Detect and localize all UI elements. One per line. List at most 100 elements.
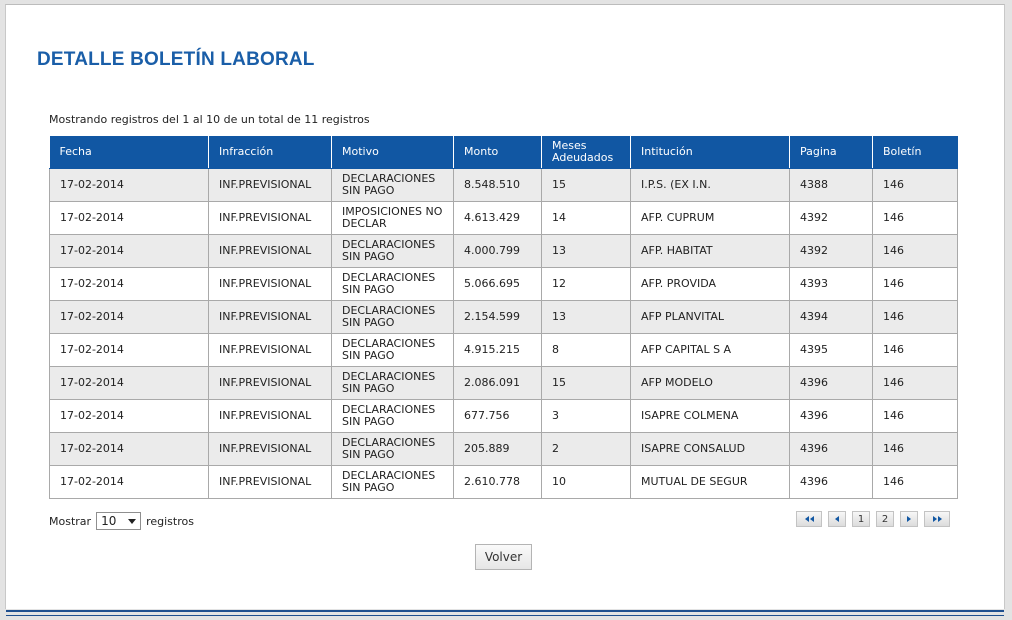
cell-boletin: 146 <box>872 366 958 400</box>
cell-monto: 205.889 <box>453 432 542 466</box>
table-row: 17-02-2014 INF.PREVISIONAL IMPOSICIONES NO… <box>49 201 958 235</box>
cell-motivo: DECLARACIONES SIN PAGO <box>331 366 454 400</box>
cell-fecha: 17-02-2014 <box>49 168 209 202</box>
cell-institucion: AFP. PROVIDA <box>630 267 790 301</box>
page-button-2[interactable]: 2 <box>876 511 894 527</box>
cell-boletin: 146 <box>872 333 958 367</box>
cell-motivo: DECLARACIONES SIN PAGO <box>331 399 454 433</box>
column-header-institucion[interactable]: Intitución <box>630 136 790 169</box>
cell-fecha: 17-02-2014 <box>49 333 209 367</box>
column-header-motivo[interactable]: Motivo <box>331 136 454 169</box>
cell-fecha: 17-02-2014 <box>49 465 209 499</box>
last-page-button[interactable] <box>924 511 950 527</box>
cell-boletin: 146 <box>872 234 958 268</box>
cell-fecha: 17-02-2014 <box>49 432 209 466</box>
footer-divider <box>6 610 1004 616</box>
cell-infraccion: INF.PREVISIONAL <box>208 399 332 433</box>
cell-pagina: 4396 <box>789 465 873 499</box>
cell-fecha: 17-02-2014 <box>49 267 209 301</box>
cell-infraccion: INF.PREVISIONAL <box>208 366 332 400</box>
cell-meses: 12 <box>541 267 631 301</box>
cell-infraccion: INF.PREVISIONAL <box>208 465 332 499</box>
first-page-button[interactable] <box>796 511 822 527</box>
cell-institucion: AFP MODELO <box>630 366 790 400</box>
cell-motivo: IMPOSICIONES NO DECLAR <box>331 201 454 235</box>
cell-pagina: 4396 <box>789 399 873 433</box>
next-page-button[interactable] <box>900 511 918 527</box>
cell-pagina: 4395 <box>789 333 873 367</box>
back-button[interactable]: Volver <box>475 544 532 570</box>
cell-institucion: MUTUAL DE SEGUR <box>630 465 790 499</box>
cell-fecha: 17-02-2014 <box>49 201 209 235</box>
cell-boletin: 146 <box>872 465 958 499</box>
previous-page-button[interactable] <box>828 511 846 527</box>
column-header-boletin[interactable]: Boletín <box>872 136 958 169</box>
cell-motivo: DECLARACIONES SIN PAGO <box>331 432 454 466</box>
cell-boletin: 146 <box>872 267 958 301</box>
pagination: 1 2 <box>796 511 950 527</box>
cell-motivo: DECLARACIONES SIN PAGO <box>331 267 454 301</box>
table-row: 17-02-2014 INF.PREVISIONAL DECLARACIONES S… <box>49 333 958 367</box>
cell-motivo: DECLARACIONES SIN PAGO <box>331 300 454 334</box>
cell-meses: 13 <box>541 300 631 334</box>
table-row: 17-02-2014 INF.PREVISIONAL DECLARACIONES S… <box>49 234 958 268</box>
table-row: 17-02-2014 INF.PREVISIONAL DECLARACIONES S… <box>49 432 958 466</box>
cell-pagina: 4396 <box>789 366 873 400</box>
cell-pagina: 4388 <box>789 168 873 202</box>
cell-infraccion: INF.PREVISIONAL <box>208 432 332 466</box>
cell-institucion: ISAPRE CONSALUD <box>630 432 790 466</box>
cell-institucion: ISAPRE COLMENA <box>630 399 790 433</box>
cell-fecha: 17-02-2014 <box>49 399 209 433</box>
double-chevron-left-icon <box>804 516 814 522</box>
page-length-value: 10 <box>101 514 117 528</box>
table-header-row: Fecha Infracción Motivo Monto Meses Adeu… <box>49 136 958 169</box>
chevron-right-icon <box>907 516 911 522</box>
table-row: 17-02-2014 INF.PREVISIONAL DECLARACIONES S… <box>49 465 958 499</box>
column-header-monto[interactable]: Monto <box>453 136 542 169</box>
page-button-1[interactable]: 1 <box>852 511 870 527</box>
chevron-down-icon <box>128 519 137 524</box>
cell-monto: 4.613.429 <box>453 201 542 235</box>
cell-infraccion: INF.PREVISIONAL <box>208 300 332 334</box>
page-length-prefix: Mostrar <box>49 514 92 528</box>
cell-boletin: 146 <box>872 399 958 433</box>
cell-motivo: DECLARACIONES SIN PAGO <box>331 168 454 202</box>
chevron-left-icon <box>835 516 839 522</box>
cell-motivo: DECLARACIONES SIN PAGO <box>331 234 454 268</box>
cell-motivo: DECLARACIONES SIN PAGO <box>331 465 454 499</box>
cell-fecha: 17-02-2014 <box>49 234 209 268</box>
table-row: 17-02-2014 INF.PREVISIONAL DECLARACIONES S… <box>49 399 958 433</box>
records-info: Mostrando registros del 1 al 10 de un to… <box>49 113 370 126</box>
cell-institucion: AFP PLANVITAL <box>630 300 790 334</box>
cell-meses: 13 <box>541 234 631 268</box>
cell-monto: 8.548.510 <box>453 168 542 202</box>
cell-fecha: 17-02-2014 <box>49 300 209 334</box>
page-length-control: Mostrar 10 registros <box>49 512 194 530</box>
table-row: 17-02-2014 INF.PREVISIONAL DECLARACIONES S… <box>49 267 958 301</box>
content-panel: DETALLE BOLETÍN LABORAL Mostrando regist… <box>5 4 1005 616</box>
cell-meses: 15 <box>541 168 631 202</box>
page-length-select[interactable]: 10 <box>96 512 142 530</box>
cell-meses: 15 <box>541 366 631 400</box>
cell-infraccion: INF.PREVISIONAL <box>208 267 332 301</box>
cell-motivo: DECLARACIONES SIN PAGO <box>331 333 454 367</box>
cell-boletin: 146 <box>872 300 958 334</box>
double-chevron-right-icon <box>932 516 942 522</box>
cell-pagina: 4396 <box>789 432 873 466</box>
cell-infraccion: INF.PREVISIONAL <box>208 168 332 202</box>
column-header-fecha[interactable]: Fecha <box>49 136 209 169</box>
cell-institucion: AFP. CUPRUM <box>630 201 790 235</box>
cell-monto: 2.154.599 <box>453 300 542 334</box>
table-row: 17-02-2014 INF.PREVISIONAL DECLARACIONES S… <box>49 168 958 202</box>
cell-infraccion: INF.PREVISIONAL <box>208 201 332 235</box>
page-title: DETALLE BOLETÍN LABORAL <box>37 49 315 70</box>
column-header-infraccion[interactable]: Infracción <box>208 136 332 169</box>
column-header-pagina[interactable]: Pagina <box>789 136 873 169</box>
cell-monto: 4.000.799 <box>453 234 542 268</box>
cell-pagina: 4392 <box>789 234 873 268</box>
cell-boletin: 146 <box>872 201 958 235</box>
column-header-meses[interactable]: Meses Adeudados <box>541 136 631 169</box>
table-body: 17-02-2014 INF.PREVISIONAL DECLARACIONES S… <box>49 168 958 499</box>
cell-monto: 4.915.215 <box>453 333 542 367</box>
cell-meses: 2 <box>541 432 631 466</box>
